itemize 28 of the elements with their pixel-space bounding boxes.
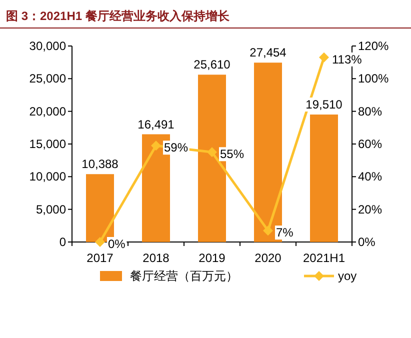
y-tick-label: 10,000 [29,170,66,184]
legend-label: 餐厅经营（百万元） [130,269,238,283]
x-tick-label: 2019 [198,251,226,265]
y-tick-label: 30,000 [29,39,66,53]
point [263,226,273,236]
y-tick-label: 0 [59,235,66,249]
x-tick-label: 2020 [254,251,282,265]
y-tick-label: 20,000 [29,104,66,118]
y2-tick-label: 100% [358,72,390,86]
point [95,237,105,247]
y-tick-label: 25,000 [29,72,66,86]
x-tick-label: 2017 [86,251,114,265]
title: 图 3：2021H1 餐厅经营业务收入保持增长 [6,9,230,23]
legend-label: yoy [338,269,357,283]
y-tick-label: 5,000 [36,202,66,216]
y2-tick-label: 60% [358,137,382,151]
y2-tick-label: 80% [358,104,382,118]
point [151,140,161,151]
y2-tick-label: 0% [358,235,376,249]
x-tick-label: 2021H1 [302,251,346,265]
y2-tick-label: 120% [358,39,390,53]
y2-tick-label: 40% [358,170,382,184]
point [319,52,329,62]
y2-tick-label: 20% [358,202,382,216]
y-tick-label: 15,000 [29,137,66,151]
point [207,147,217,158]
bar [310,114,338,242]
x-tick-label: 2018 [142,251,170,265]
